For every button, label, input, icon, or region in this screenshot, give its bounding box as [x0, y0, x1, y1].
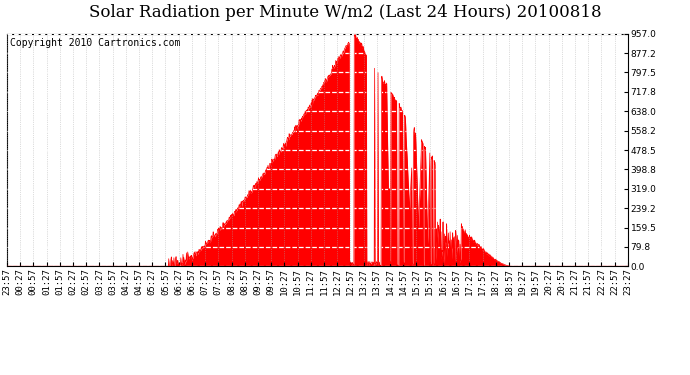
Text: Copyright 2010 Cartronics.com: Copyright 2010 Cartronics.com: [10, 38, 180, 48]
Text: Solar Radiation per Minute W/m2 (Last 24 Hours) 20100818: Solar Radiation per Minute W/m2 (Last 24…: [89, 4, 601, 21]
